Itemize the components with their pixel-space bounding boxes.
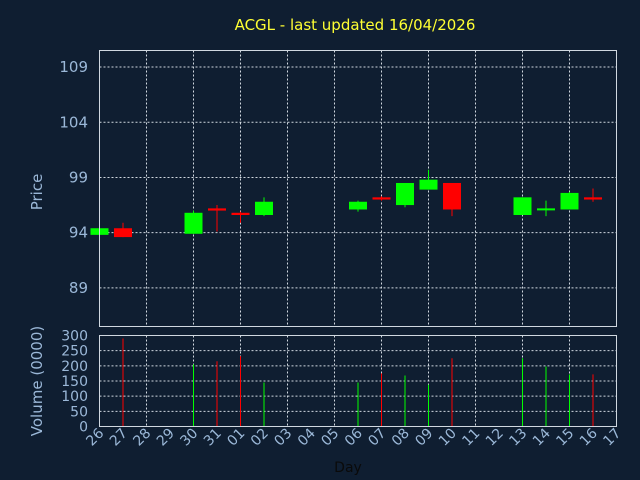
day-tick-label: 17	[600, 426, 624, 450]
day-tick-label: 02	[248, 426, 272, 450]
candle-body	[114, 228, 132, 238]
day-tick-label: 29	[154, 426, 178, 450]
candle-body	[560, 192, 579, 210]
price-grid	[99, 50, 617, 327]
price-tick-label: 89	[69, 279, 88, 297]
day-tick-label: 12	[483, 426, 507, 450]
price-tick-label: 109	[59, 58, 88, 76]
candle-body	[255, 201, 273, 215]
volume-tick-label: 150	[61, 374, 88, 390]
day-axis-label: Day	[334, 460, 362, 476]
day-tick-label: 07	[365, 426, 389, 450]
candle-body	[513, 197, 532, 215]
price-tick-label: 104	[59, 113, 88, 131]
price-tick-label: 94	[69, 224, 88, 242]
volume-tick-label: 250	[61, 344, 88, 360]
candle-body	[537, 208, 555, 211]
day-tick-label: 10	[436, 426, 460, 450]
candle-body	[584, 197, 602, 200]
price-axis-label: Price	[28, 174, 46, 211]
price-candles	[90, 169, 602, 238]
chart-title: ACGL - last updated 16/04/2026	[235, 16, 476, 34]
candle-body	[231, 212, 250, 215]
price-tick-label: 99	[69, 168, 88, 186]
day-tick-label: 01	[224, 426, 248, 450]
volume-tick-label: 0	[79, 420, 88, 436]
day-tick-label: 30	[177, 426, 201, 450]
day-tick-label: 15	[553, 426, 577, 450]
day-x-ticks: 26 27 28 29 30 31 01 02 03 04 05 06 07 08 09 10 11 12 13 14…	[83, 425, 624, 449]
volume-tick-label: 300	[61, 329, 88, 345]
volume-bars	[122, 338, 594, 427]
day-tick-label: 13	[506, 426, 530, 450]
day-tick-label: 31	[201, 426, 225, 450]
price-plot-frame	[99, 50, 617, 327]
candle-body	[372, 197, 391, 200]
day-tick-label: 11	[459, 426, 483, 450]
price-y-ticks: 89 94 99 104 109	[59, 58, 88, 297]
day-tick-label: 05	[318, 426, 342, 450]
day-tick-label: 16	[577, 425, 601, 449]
volume-tick-label: 200	[61, 359, 88, 375]
candle-body	[184, 212, 203, 234]
day-tick-label: 04	[295, 425, 319, 449]
candle-body	[419, 179, 438, 190]
day-tick-label: 03	[271, 426, 295, 450]
day-tick-label: 27	[107, 426, 131, 450]
candle-body	[396, 182, 414, 206]
candle-body	[349, 201, 367, 210]
day-tick-label: 09	[412, 426, 436, 450]
volume-plot-frame	[99, 335, 617, 427]
day-tick-label: 28	[130, 426, 154, 450]
day-tick-label: 14	[530, 425, 554, 449]
candle-body	[443, 182, 461, 210]
day-tick-label: 06	[342, 425, 366, 449]
day-tick-label: 08	[389, 426, 413, 450]
volume-axis-label: Volume (0000)	[28, 326, 46, 436]
candle-body	[208, 208, 226, 211]
volume-tick-label: 100	[61, 389, 88, 405]
volume-tick-label: 50	[70, 404, 88, 420]
